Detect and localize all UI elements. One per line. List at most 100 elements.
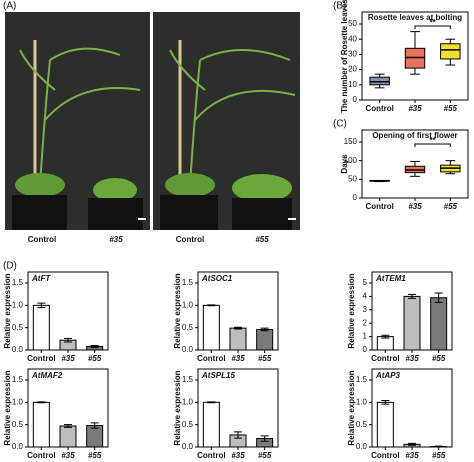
error-bar (408, 442, 416, 446)
box (369, 76, 390, 86)
scale-bar (138, 218, 146, 220)
y-tick-label: 1 (363, 332, 368, 341)
y-tick-label: 1.5 (182, 278, 194, 287)
y-tick-label: 0.5 (182, 323, 194, 332)
x-tick-label: Control (371, 451, 399, 460)
bar (376, 401, 394, 448)
significance-bracket (414, 143, 451, 147)
y-tick-label: 0.0 (356, 442, 368, 451)
x-tick-label: #35 (61, 451, 75, 460)
scale-bar (288, 218, 296, 220)
y-tick-label: 0.5 (12, 323, 24, 332)
y-tick-label: 150 (344, 137, 358, 146)
photo-label: Control (28, 235, 56, 244)
error-bar (381, 400, 390, 405)
significance-bracket (414, 25, 451, 29)
y-tick-label: 40 (348, 34, 357, 43)
box (440, 43, 461, 60)
y-tick-label: 50 (348, 174, 357, 183)
y-axis-label: Relative expression (3, 370, 12, 445)
x-tick-label: #35 (231, 354, 245, 363)
error-bar (37, 401, 46, 404)
error-bar (260, 435, 269, 442)
chart-title: Opening of first flower (372, 131, 457, 140)
panel-label: (C) (333, 119, 347, 130)
pot (160, 195, 218, 230)
photo-a (5, 12, 300, 230)
y-tick-label: 1.5 (12, 278, 24, 287)
significance-label: ** (430, 18, 437, 27)
rosette (165, 173, 215, 197)
chart-title: AtAP3 (375, 371, 401, 380)
panel-label: (D) (3, 261, 17, 272)
error-bar (260, 327, 269, 332)
x-tick-label: Control (197, 354, 225, 363)
y-tick-label: 1.0 (182, 300, 194, 309)
photo-label: #35 (109, 235, 123, 244)
y-tick-label: 1.5 (356, 375, 368, 384)
error-bar (207, 401, 216, 404)
x-tick-label: #35 (408, 202, 422, 211)
x-tick-label: #55 (444, 202, 458, 211)
error-bar (434, 292, 443, 303)
significance-label: ** (430, 136, 437, 145)
bar (202, 304, 220, 351)
chart-title: AtMAF2 (31, 371, 63, 380)
error-bar (381, 334, 390, 339)
y-tick-label: 0 (353, 193, 358, 202)
panel-label: (A) (3, 1, 16, 12)
x-tick-label: Control (365, 202, 393, 211)
pot (88, 198, 143, 230)
y-tick-label: 50 (348, 19, 357, 28)
y-axis-label: Relative expression (347, 273, 356, 348)
y-tick-label: 100 (344, 156, 358, 165)
chart-title: Rosette leaves at bolting (368, 13, 462, 22)
x-tick-label: #55 (258, 451, 272, 460)
error-bar (90, 345, 99, 348)
bar (256, 328, 274, 351)
bar (32, 401, 50, 448)
bar (430, 297, 448, 351)
pot (12, 195, 67, 230)
chart-title: AtFT (31, 274, 51, 283)
y-tick-label: 10 (348, 80, 357, 89)
photo-label: Control (176, 235, 204, 244)
x-tick-label: #55 (432, 354, 446, 363)
y-tick-label: 0.5 (182, 420, 194, 429)
error-bar (64, 424, 72, 428)
plant (19, 47, 141, 186)
error-bar (234, 431, 242, 439)
y-tick-label: 0.5 (12, 420, 24, 429)
x-tick-label: #35 (405, 451, 419, 460)
error-bar (207, 304, 216, 307)
y-axis-label: Days (340, 154, 349, 174)
box (404, 47, 426, 69)
chart-title: AtSOC1 (201, 274, 233, 283)
x-tick-label: Control (197, 451, 225, 460)
x-tick-label: #35 (61, 354, 75, 363)
y-tick-label: 1.0 (182, 397, 194, 406)
y-tick-label: 3 (363, 305, 368, 314)
y-tick-label: 1.0 (12, 300, 24, 309)
y-tick-label: 2 (363, 318, 368, 327)
y-tick-label: 0.0 (182, 442, 194, 451)
x-tick-label: Control (371, 354, 399, 363)
y-tick-label: 0.0 (12, 345, 24, 354)
error-bar (37, 302, 46, 309)
y-axis-label: Relative expression (3, 273, 12, 348)
x-tick-label: #55 (88, 451, 102, 460)
y-tick-label: 1.0 (12, 397, 24, 406)
pot (232, 198, 292, 230)
plant (169, 49, 296, 186)
rosette (232, 174, 292, 202)
y-tick-label: 1.0 (356, 397, 368, 406)
error-bar (64, 337, 72, 343)
rosette (15, 173, 65, 197)
y-tick-label: 5 (363, 278, 368, 287)
rosette (93, 178, 137, 202)
x-tick-label: Control (27, 354, 55, 363)
x-tick-label: #55 (258, 354, 272, 363)
error-bar (408, 293, 416, 299)
y-axis-label: Relative expression (173, 370, 182, 445)
chart-title: AtTEM1 (375, 274, 406, 283)
